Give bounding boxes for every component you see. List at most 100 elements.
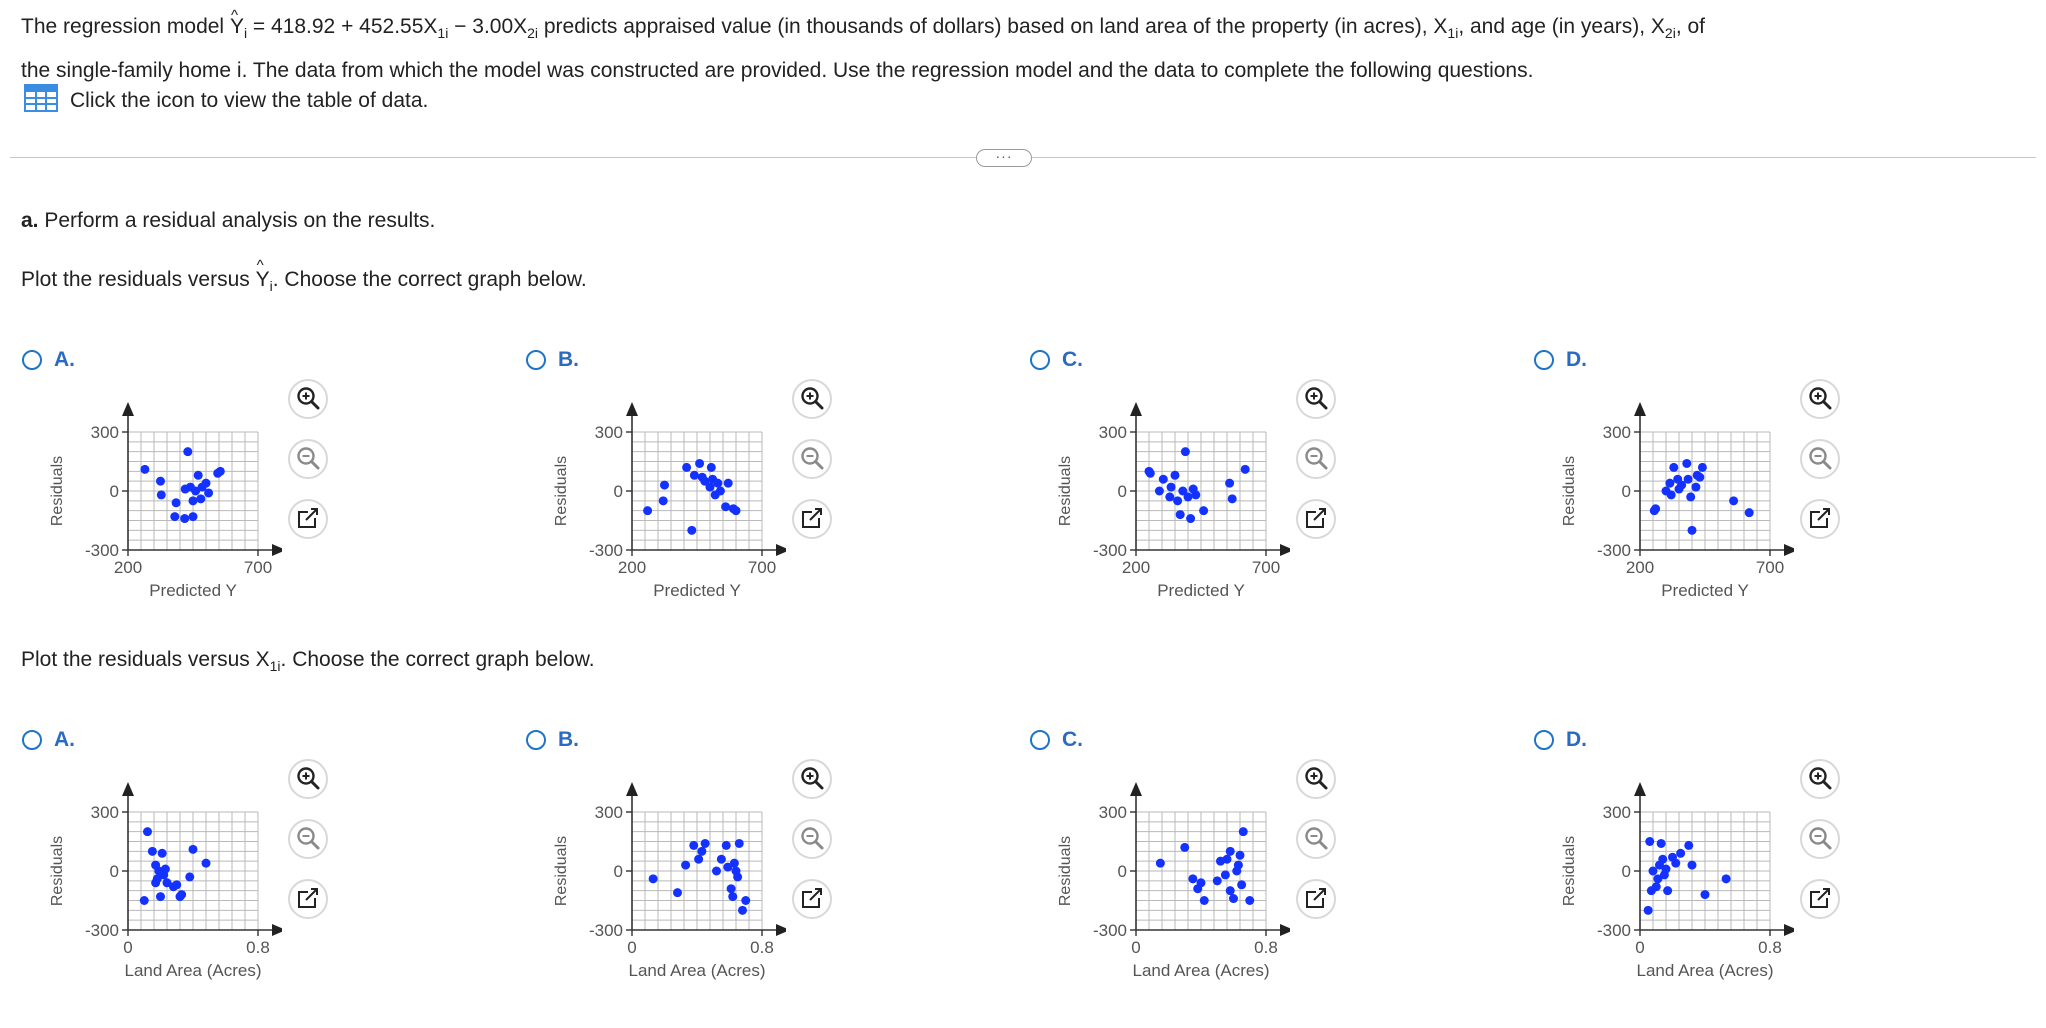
zoom-out-icon[interactable] [1799, 438, 1841, 480]
radio-button[interactable] [526, 350, 546, 370]
q1-option-d-select[interactable]: D. [1534, 348, 1587, 372]
q2-option-d-select[interactable]: D. [1534, 728, 1587, 752]
data-point [1651, 504, 1661, 514]
q1-option-b-select[interactable]: B. [526, 348, 579, 372]
option-letter: B. [558, 728, 579, 751]
open-new-window-icon[interactable] [1799, 498, 1841, 540]
table-grid-icon[interactable] [24, 84, 58, 118]
y-tick-label: -300 [85, 921, 119, 940]
x-tick-label: 0 [1131, 938, 1140, 957]
data-point [156, 892, 165, 902]
y-tick-label: 300 [1099, 803, 1127, 822]
y-tick-label: 0 [614, 862, 623, 881]
x-axis-arrow [776, 924, 790, 936]
open-new-window-icon[interactable] [287, 878, 329, 920]
data-point [689, 840, 699, 850]
zoom-in-icon[interactable] [287, 758, 329, 800]
zoom-in-icon[interactable] [1295, 758, 1337, 800]
data-point [193, 470, 203, 480]
option-letter: B. [558, 348, 579, 371]
zoom-out-icon[interactable] [1799, 818, 1841, 860]
x-tick-label: 0 [627, 938, 636, 957]
x-axis-arrow [1280, 544, 1294, 556]
radio-button[interactable] [526, 730, 546, 750]
data-point [191, 486, 201, 496]
radio-button[interactable] [22, 730, 42, 750]
data-point [172, 880, 182, 890]
open-new-window-icon[interactable] [1295, 498, 1337, 540]
zoom-out-icon[interactable] [1295, 818, 1337, 860]
data-point [728, 892, 738, 902]
data-point [1240, 464, 1250, 474]
data-point [183, 447, 193, 457]
open-new-window-icon[interactable] [791, 878, 833, 920]
data-point [156, 490, 166, 500]
radio-button[interactable] [1030, 350, 1050, 370]
data-point [731, 506, 741, 516]
data-point [1199, 896, 1209, 905]
zoom-out-icon[interactable] [287, 818, 329, 860]
y-tick-label: 300 [1099, 423, 1127, 442]
x-tick-label: 0.8 [1758, 938, 1782, 957]
question-2-text: Plot the residuals versus X1i. Choose th… [21, 648, 595, 675]
zoom-out-icon[interactable] [791, 818, 833, 860]
zoom-out-icon[interactable] [791, 438, 833, 480]
zoom-in-icon[interactable] [791, 758, 833, 800]
data-point [1687, 860, 1697, 870]
data-point [1645, 837, 1655, 846]
zoom-out-icon[interactable] [287, 438, 329, 480]
q2-option-a-select[interactable]: A. [22, 728, 75, 752]
data-point [147, 846, 157, 856]
expand-divider-button[interactable]: ··· [976, 149, 1032, 167]
problem-line-2: the single-family home i. The data from … [21, 59, 1534, 83]
data-point [204, 488, 214, 498]
q2-option-b-select[interactable]: B. [526, 728, 579, 752]
data-point [152, 874, 162, 884]
data-point [1154, 486, 1164, 496]
data-point [723, 862, 733, 872]
y-axis-arrow [122, 402, 134, 416]
data-point [1235, 850, 1245, 860]
data-point [1648, 866, 1658, 876]
data-point [156, 476, 165, 486]
radio-button[interactable] [22, 350, 42, 370]
q2-option-c-select[interactable]: C. [1030, 728, 1083, 752]
q1-option-c-select[interactable]: C. [1030, 348, 1083, 372]
zoom-in-icon[interactable] [287, 378, 329, 420]
zoom-in-icon[interactable] [791, 378, 833, 420]
open-new-window-icon[interactable] [1799, 878, 1841, 920]
view-data-table-link[interactable]: Click the icon to view the table of data… [24, 84, 428, 118]
view-data-table-text[interactable]: Click the icon to view the table of data… [70, 89, 429, 112]
data-point [1165, 492, 1175, 502]
open-new-window-icon[interactable] [287, 498, 329, 540]
y-tick-label: 300 [595, 423, 623, 442]
data-point [1661, 864, 1671, 874]
radio-button[interactable] [1534, 350, 1554, 370]
zoom-in-icon[interactable] [1295, 378, 1337, 420]
data-point [726, 884, 736, 894]
open-new-window-icon[interactable] [791, 498, 833, 540]
zoom-in-icon[interactable] [1799, 378, 1841, 420]
y-tick-label: 300 [91, 803, 119, 822]
radio-button[interactable] [1030, 730, 1050, 750]
option-letter: A. [54, 348, 75, 371]
data-point [1212, 876, 1222, 886]
data-point [721, 840, 731, 850]
q2-graph-c: 300 0 -300 0 0.8 Land Area (Acres) Residuals [1040, 758, 1294, 995]
data-point [1666, 490, 1676, 500]
q1-option-a-select[interactable]: A. [22, 348, 75, 372]
zoom-out-icon[interactable] [1295, 438, 1337, 480]
zoom-in-icon[interactable] [1799, 758, 1841, 800]
open-new-window-icon[interactable] [1295, 878, 1337, 920]
data-point [738, 905, 747, 915]
data-point [1721, 874, 1731, 884]
data-point [1155, 858, 1165, 868]
y-tick-label: 0 [614, 482, 623, 501]
x-axis-label: Land Area (Acres) [1636, 961, 1773, 980]
q2-graph-a: 300 0 -300 0 0.8 Land Area (Acres) Residuals [32, 758, 286, 995]
radio-button[interactable] [1534, 730, 1554, 750]
data-point [215, 466, 225, 476]
data-point [687, 525, 697, 535]
